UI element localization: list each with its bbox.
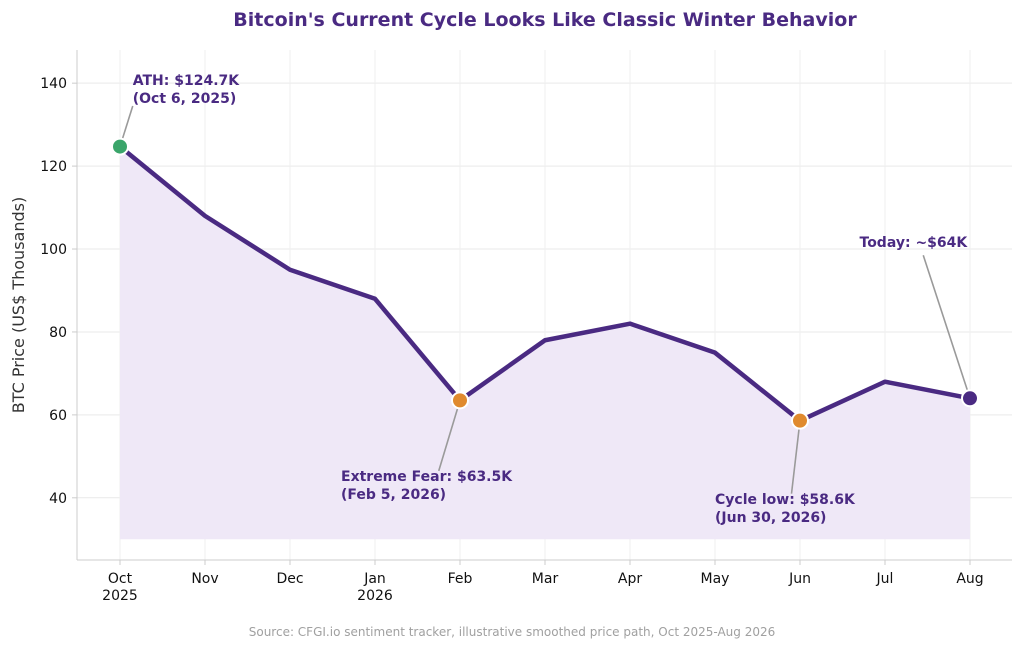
y-tick-label: 140 [40, 76, 67, 92]
y-tick-label: 120 [40, 159, 67, 175]
axis-layer [72, 50, 1012, 565]
x-tick-label: Oct 2025 [102, 571, 138, 604]
y-tick-label: 60 [49, 408, 67, 424]
y-tick-label: 40 [49, 491, 67, 507]
x-tick-label: Aug [956, 571, 983, 587]
highlight-marker [111, 137, 129, 156]
x-tick-label: Dec [276, 571, 303, 587]
marker-layer [111, 137, 979, 430]
x-tick-label: Jun [788, 571, 811, 587]
highlight-marker [791, 411, 809, 430]
x-tick-label: Jul [876, 571, 894, 587]
annotation-label: Today: ~$64K [860, 235, 969, 251]
annotation-label: Extreme Fear: $63.5K (Feb 5, 2026) [341, 469, 513, 503]
annotation-arrow-layer [119, 105, 971, 494]
x-tick-label: Jan 2026 [357, 571, 393, 604]
annotation-label: ATH: $124.7K (Oct 6, 2025) [133, 73, 241, 107]
annotation-arrow [922, 254, 971, 399]
x-tick-label: Feb [448, 571, 473, 587]
series-line-layer [117, 144, 973, 423]
annotation-arrow [437, 400, 461, 472]
highlight-marker [961, 389, 979, 408]
y-tick-layer: 40 60 80 100 120 140 [40, 76, 67, 507]
y-axis-label: BTC Price (US$ Thousands) [9, 197, 28, 413]
x-tick-layer: Oct 2025 Nov Dec Jan 2026 Feb Mar Apr May Jun Jul Au… [102, 571, 983, 604]
x-tick-label: Nov [191, 571, 218, 587]
series-line [117, 144, 973, 423]
y-tick-label: 80 [49, 325, 67, 341]
highlight-marker [451, 391, 469, 410]
source-note: Source: CFGI.io sentiment tracker, illus… [249, 625, 776, 639]
y-tick-label: 100 [40, 242, 67, 258]
chart-title: Bitcoin's Current Cycle Looks Like Class… [233, 9, 857, 31]
annotation-layer: ATH: $124.7K (Oct 6, 2025) Extreme Fear: $… [133, 73, 969, 526]
annotation-label: Cycle low: $58.6K (Jun 30, 2026) [715, 492, 856, 526]
x-tick-label: Apr [618, 571, 642, 587]
annotation-arrow [790, 420, 801, 494]
x-tick-label: Mar [532, 571, 559, 587]
x-tick-label: May [701, 571, 730, 587]
